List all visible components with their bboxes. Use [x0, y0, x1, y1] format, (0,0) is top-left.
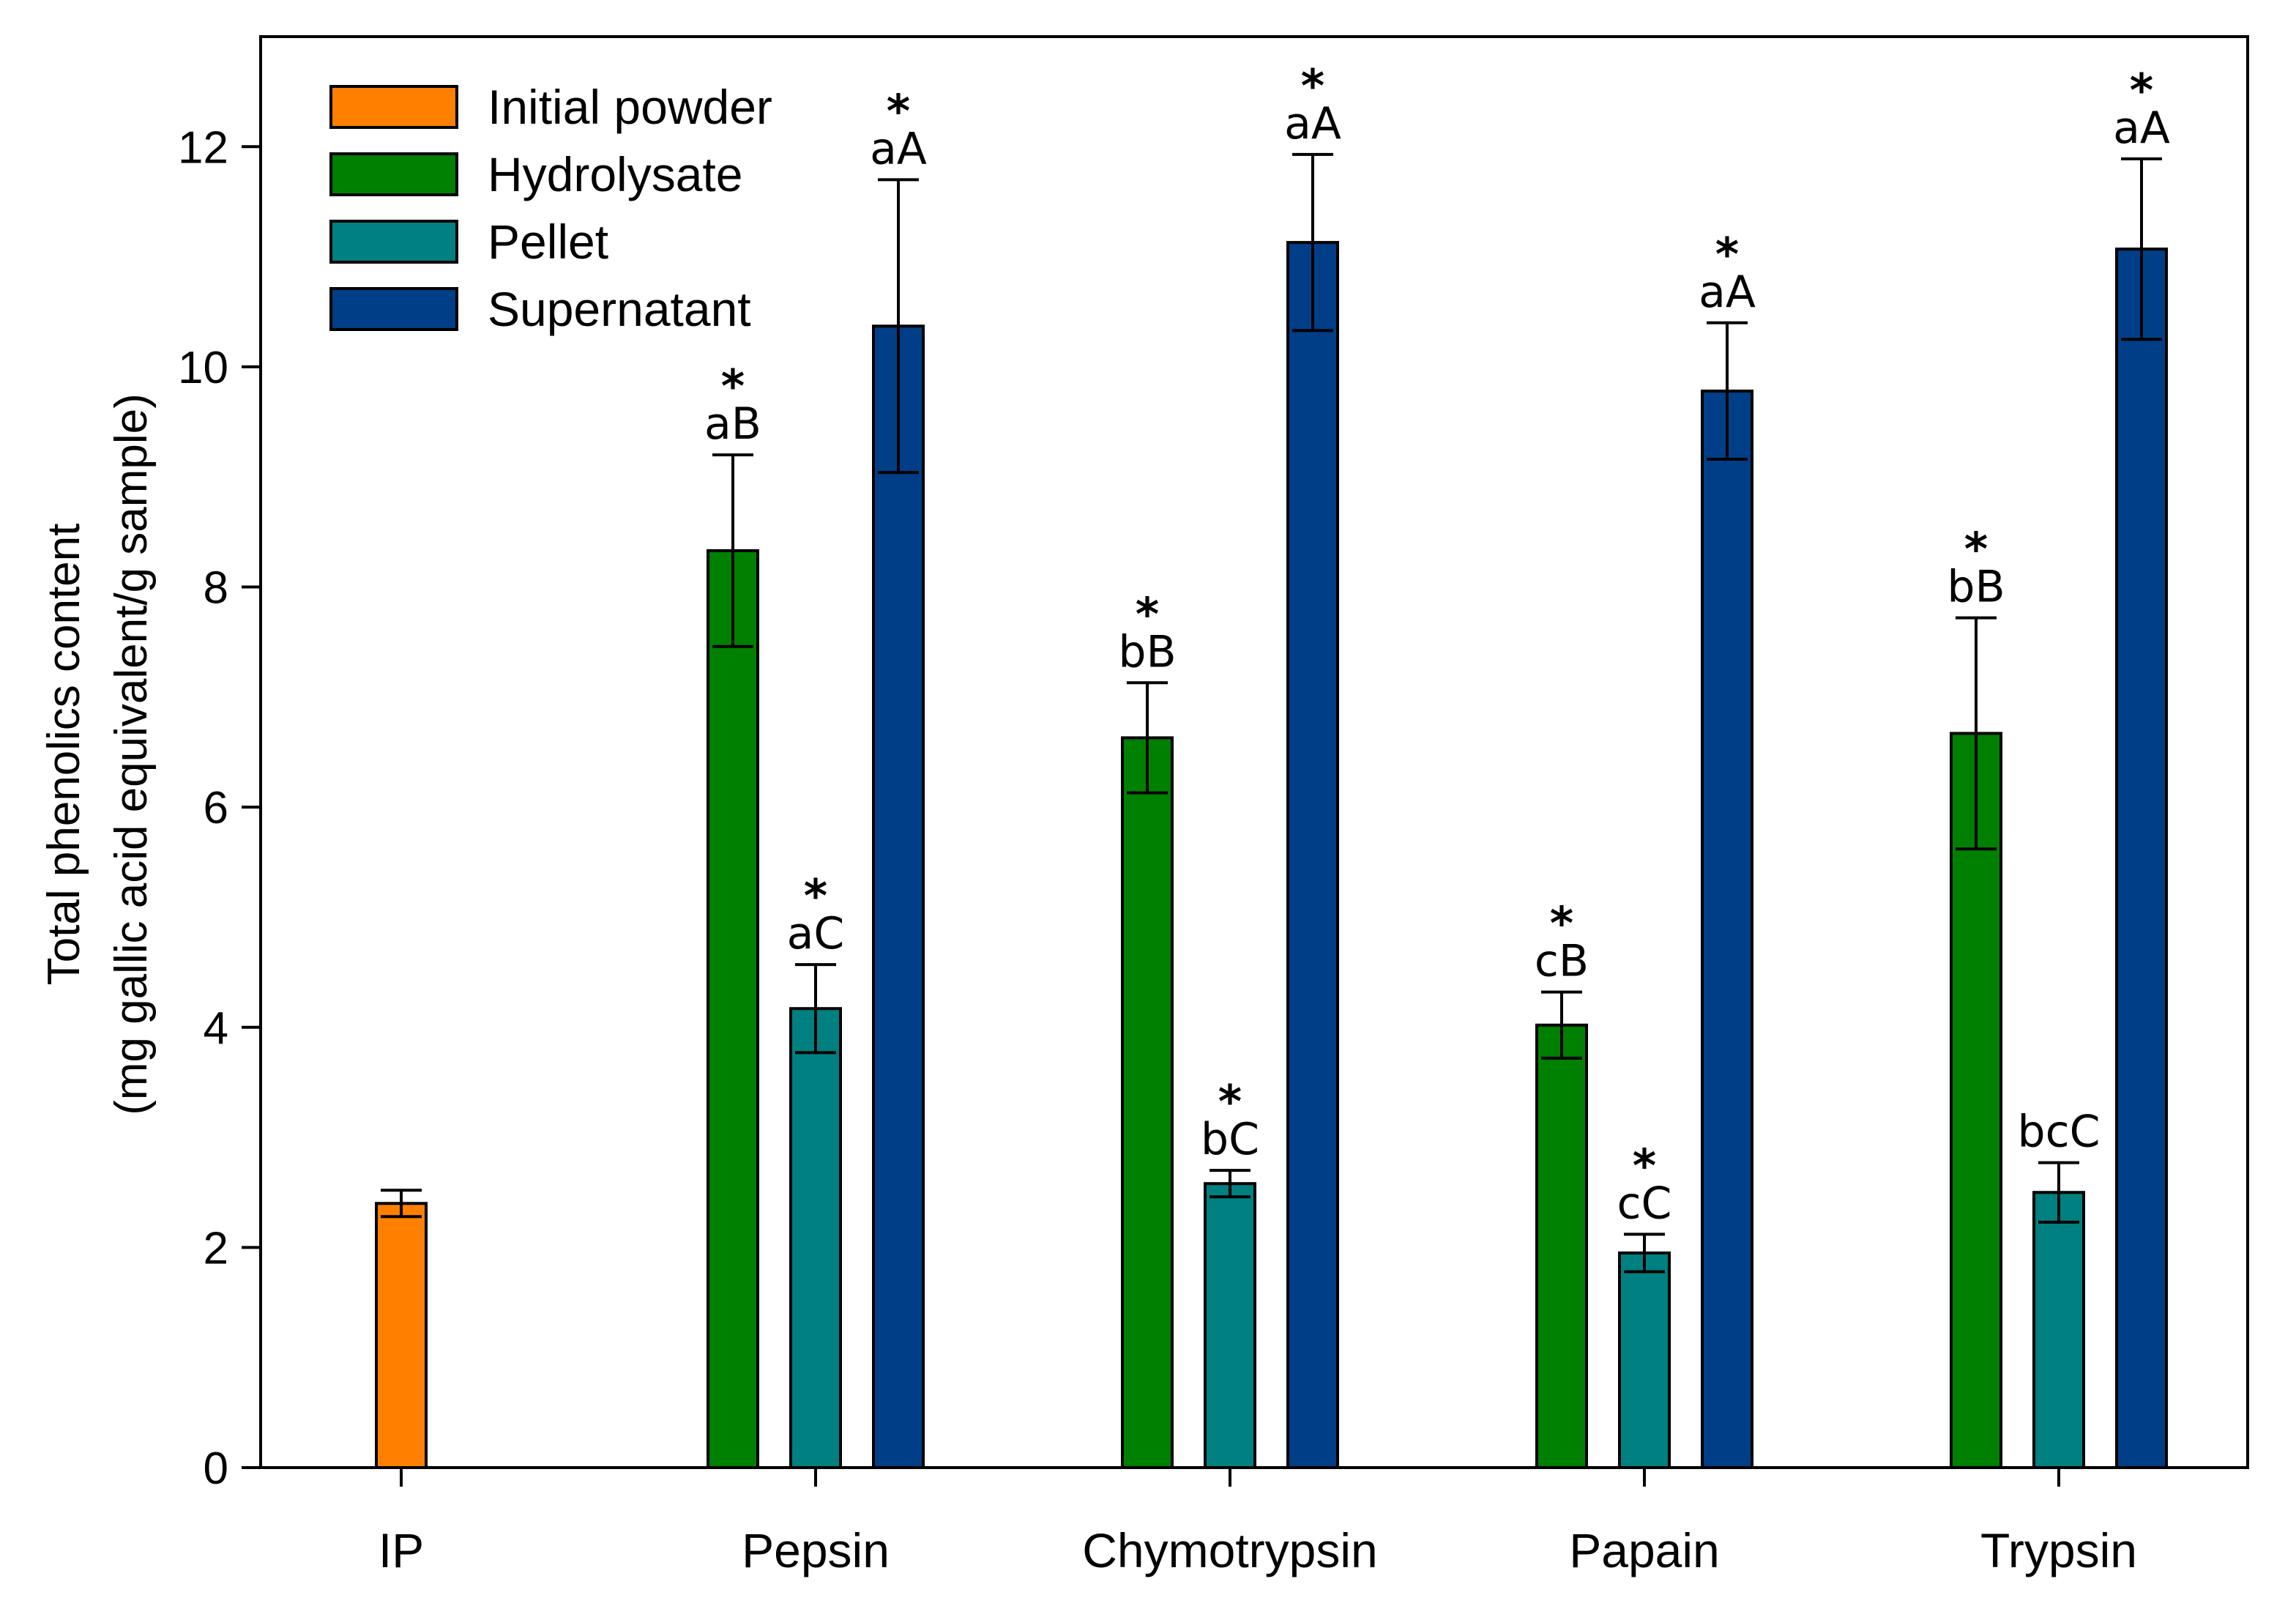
bar-pellet: [2032, 1191, 2085, 1469]
significance-star: *: [1633, 1139, 1656, 1192]
legend: Initial powder Hydrolysate Pellet Supernata…: [329, 80, 772, 336]
significance-star: *: [721, 360, 745, 413]
significance-star: *: [887, 84, 910, 138]
significance-label: aB: [704, 398, 761, 450]
significance-label: aA: [1284, 98, 1341, 149]
bar-supernatant: [1286, 241, 1339, 1469]
legend-swatch: [329, 220, 458, 264]
significance-star: *: [1550, 897, 1573, 951]
x-tick-label: Papain: [1569, 1523, 1720, 1577]
significance-label: cC: [1617, 1178, 1672, 1229]
legend-swatch: [329, 287, 458, 331]
x-tick-label: Trypsin: [1980, 1523, 2137, 1577]
y-tick-label: 8: [204, 563, 228, 614]
x-tick-label: Pepsin: [742, 1523, 890, 1577]
bar-hydrolysate: [1535, 1023, 1588, 1469]
y-tick-label: 12: [178, 122, 228, 173]
significance-star: *: [1136, 587, 1159, 641]
bar-pellet: [1204, 1182, 1256, 1470]
y-axis-label-line2: (mg gallic acid equivalent/g sample): [106, 393, 157, 1115]
bar-supernatant: [872, 324, 925, 1470]
significance-star: *: [1964, 523, 1988, 576]
significance-star: *: [2130, 64, 2153, 117]
bar-pellet: [789, 1007, 842, 1469]
significance-star: *: [1715, 228, 1739, 281]
y-axis-label-line1: Total phenolics content: [39, 524, 89, 986]
significance-label: bB: [1118, 626, 1176, 677]
bar-pellet: [1618, 1251, 1671, 1470]
significance-label: bB: [1947, 562, 2005, 613]
y-tick-label: 0: [204, 1443, 228, 1494]
significance-star: *: [1218, 1075, 1242, 1129]
bar-supernatant: [1701, 389, 1753, 1470]
significance-label: bcC: [2018, 1107, 2101, 1158]
significance-star: *: [804, 869, 827, 923]
significance-label: aA: [2113, 103, 2170, 154]
significance-label: cB: [1535, 936, 1589, 987]
y-tick-label: 10: [178, 343, 228, 393]
significance-label: aA: [870, 123, 927, 174]
legend-label: Initial powder: [488, 80, 772, 134]
significance-label: aA: [1699, 267, 1756, 318]
significance-label: bC: [1201, 1114, 1259, 1165]
x-tick-label: Chymotrypsin: [1082, 1523, 1377, 1577]
bar-supernatant: [2115, 248, 2168, 1469]
bar-hydrolysate: [1950, 732, 2002, 1469]
y-tick-label: 2: [204, 1223, 228, 1274]
significance-label: aC: [787, 908, 845, 959]
legend-swatch: [329, 152, 458, 196]
legend-label: Hydrolysate: [488, 147, 742, 201]
bar-hydrolysate: [707, 549, 759, 1470]
y-tick-label: 6: [204, 783, 228, 833]
x-tick-label: IP: [379, 1523, 424, 1577]
bar-hydrolysate: [1121, 736, 1174, 1469]
legend-swatch: [329, 85, 458, 129]
legend-label: Supernatant: [488, 282, 751, 336]
bar-initial-powder: [375, 1202, 428, 1470]
significance-star: *: [1301, 59, 1324, 113]
legend-label: Pellet: [488, 215, 608, 269]
y-tick-label: 4: [204, 1003, 228, 1054]
axes: 0 2 4 6 8 10 12 IP Pepsin Chymotrypsin Papain Tryps…: [178, 35, 2249, 1577]
